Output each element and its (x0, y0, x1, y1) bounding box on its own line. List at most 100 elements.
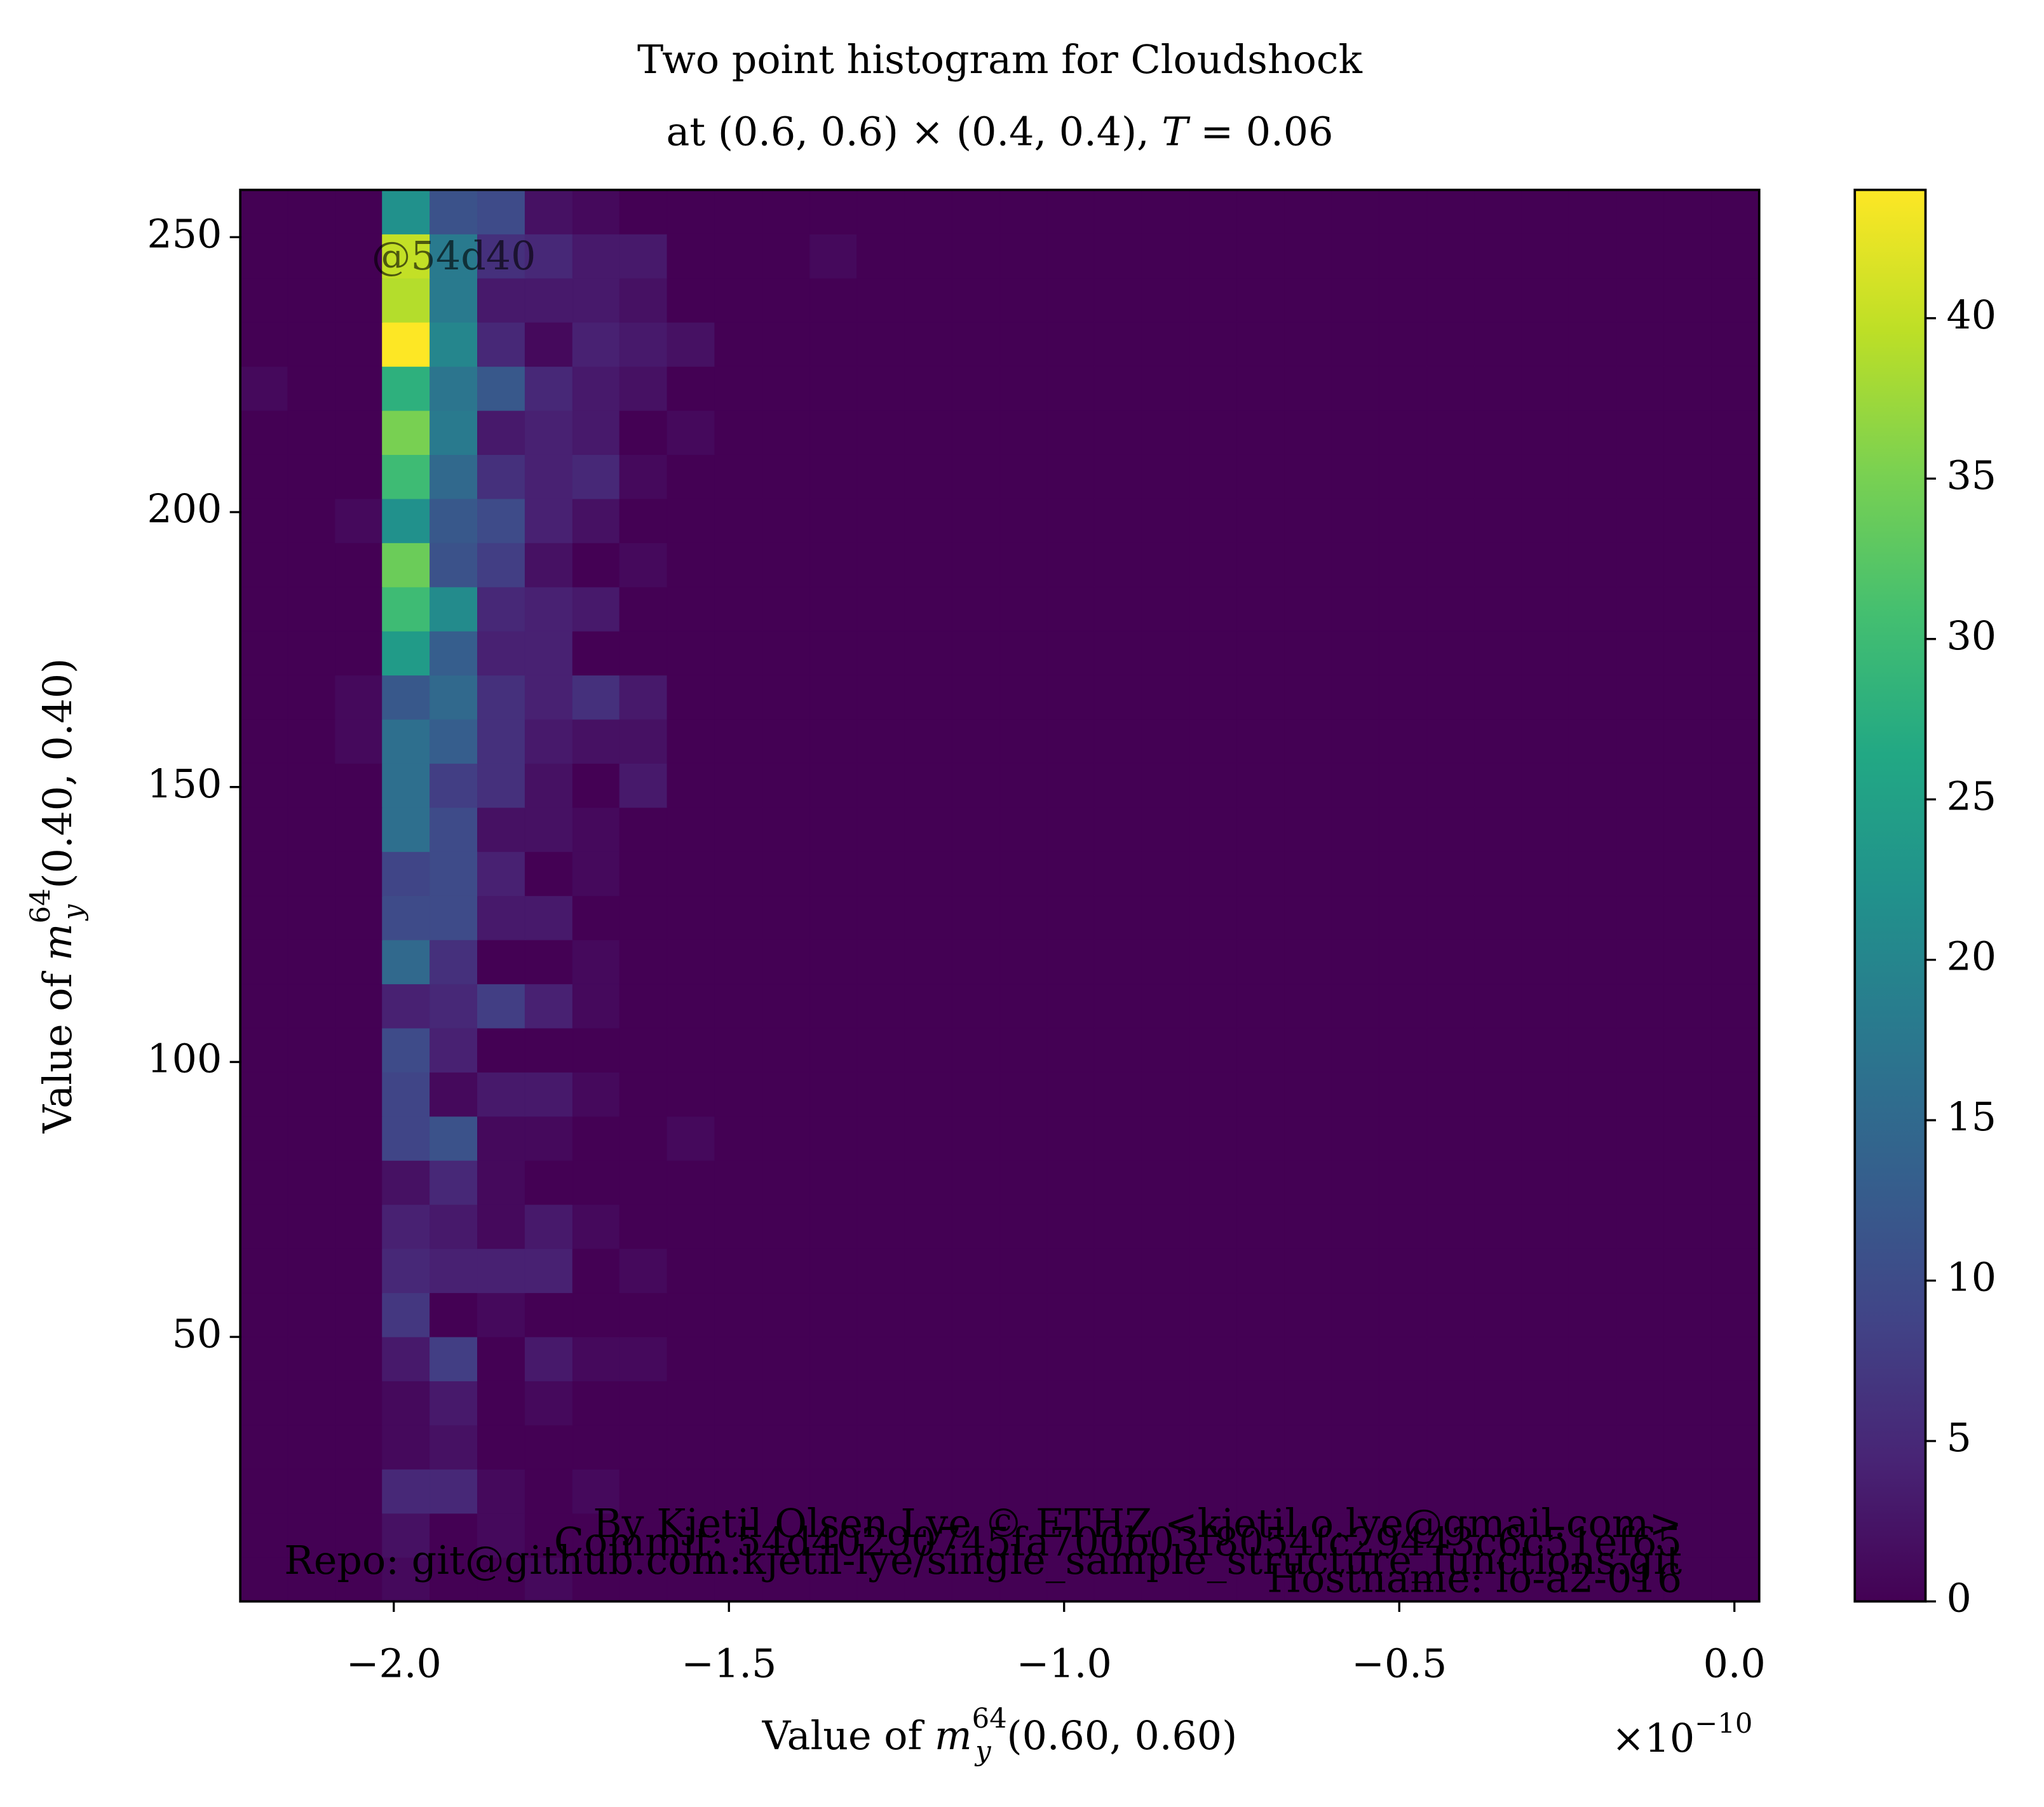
hist-cell (287, 1336, 336, 1381)
hist-cell (1711, 1380, 1760, 1426)
hist-cell (287, 233, 336, 279)
hist-cell (1616, 1425, 1665, 1470)
hist-cell (714, 1292, 763, 1337)
hist-cell (762, 851, 811, 897)
hist-cell (951, 189, 1001, 234)
hist-cell (1093, 365, 1142, 411)
hist-cell (382, 1380, 431, 1426)
hist-cell (1331, 1468, 1380, 1514)
hist-cell (1616, 233, 1665, 279)
hist-cell (1426, 851, 1475, 897)
hist-cell (1141, 1380, 1190, 1426)
hist-cell (287, 851, 336, 897)
hist-cell (856, 939, 905, 985)
hist-cell (1046, 365, 1095, 411)
hist-cell (856, 719, 905, 764)
watermark: @54d40 (372, 233, 536, 279)
hist-cell (714, 410, 763, 455)
hist-cell (335, 1160, 383, 1205)
hist-cell (1378, 542, 1428, 588)
hist-cell (762, 233, 811, 279)
hist-cell (1663, 189, 1712, 234)
hist-cell (240, 762, 288, 808)
hist-cell (1236, 498, 1285, 543)
chart-title: Two point histogram for Cloudshock (637, 37, 1363, 83)
hist-cell (382, 1203, 431, 1249)
hist-cell (1426, 586, 1475, 632)
hist-cell (762, 719, 811, 764)
hist-cell (714, 1336, 763, 1381)
hist-cell (1473, 498, 1522, 543)
hist-cell (240, 807, 288, 852)
hist-cell (856, 586, 905, 632)
x-tick-label: −1.5 (681, 1641, 776, 1687)
hist-cell (1521, 278, 1569, 323)
hist-cell (856, 189, 905, 234)
hist-cell (1426, 1513, 1475, 1558)
hist-cell (287, 983, 336, 1029)
hist-cell (667, 189, 715, 234)
hist-cell (904, 1425, 953, 1470)
hist-cell (999, 1425, 1048, 1470)
hist-cell (382, 278, 431, 323)
hist-cell (619, 542, 668, 588)
hist-cell (1568, 498, 1617, 543)
hist-cell (1093, 1425, 1142, 1470)
hist-cell (856, 1116, 905, 1161)
hist-cell (524, 233, 574, 279)
hist-cell (1616, 807, 1665, 852)
hist-cell (762, 762, 811, 808)
hist-cell (1521, 1292, 1569, 1337)
x-axis-label-args: (0.60, 0.60) (1006, 1713, 1237, 1759)
hist-cell (1663, 1380, 1712, 1426)
y-axis-label-sup: 64 (25, 888, 57, 923)
hist-cell (477, 895, 526, 940)
hist-cell (714, 321, 763, 367)
hist-cell (951, 719, 1001, 764)
hist-cell (809, 1513, 858, 1558)
hist-cell (382, 498, 431, 543)
hist-cell (856, 1336, 905, 1381)
hist-cell (619, 983, 668, 1029)
hist-cell (667, 1380, 715, 1426)
hist-cell (762, 895, 811, 940)
hist-cell (335, 321, 383, 367)
colorbar-tick-label: 35 (1946, 452, 1996, 498)
hist-cell (382, 365, 431, 411)
hist-cell (1521, 1203, 1569, 1249)
hist-cell (1141, 233, 1190, 279)
hist-cell (1521, 1336, 1569, 1381)
hist-cell (1663, 1292, 1712, 1337)
hist-cell (809, 1203, 858, 1249)
hist-cell (1568, 939, 1617, 985)
hist-cell (240, 1468, 288, 1514)
hist-cell (667, 1425, 715, 1470)
hist-cell (856, 1292, 905, 1337)
hist-cell (1331, 1425, 1380, 1470)
hist-cell (1568, 1203, 1617, 1249)
hist-cell (430, 939, 478, 985)
hist-cell (1711, 719, 1760, 764)
hist-cell (667, 410, 715, 455)
hist-cell (667, 1336, 715, 1381)
hist-cell (572, 762, 620, 808)
hist-cell (1473, 233, 1522, 279)
hist-cell (1046, 1292, 1095, 1337)
hist-cell (667, 895, 715, 940)
hist-cell (1141, 189, 1190, 234)
hist-cell (287, 895, 336, 940)
hist-cell (1426, 498, 1475, 543)
hist-cell (1284, 895, 1332, 940)
hist-cell (619, 1248, 668, 1294)
hist-cell (1426, 719, 1475, 764)
hist-cell (287, 762, 336, 808)
hist-cell (1093, 586, 1142, 632)
hist-cell (240, 365, 288, 411)
hist-cell (1711, 895, 1760, 940)
hist-cell (1141, 762, 1190, 808)
hist-cell (1473, 1336, 1522, 1381)
hist-cell (1616, 498, 1665, 543)
hist-cell (1093, 895, 1142, 940)
hist-cell (335, 895, 383, 940)
hist-cell (1521, 719, 1569, 764)
